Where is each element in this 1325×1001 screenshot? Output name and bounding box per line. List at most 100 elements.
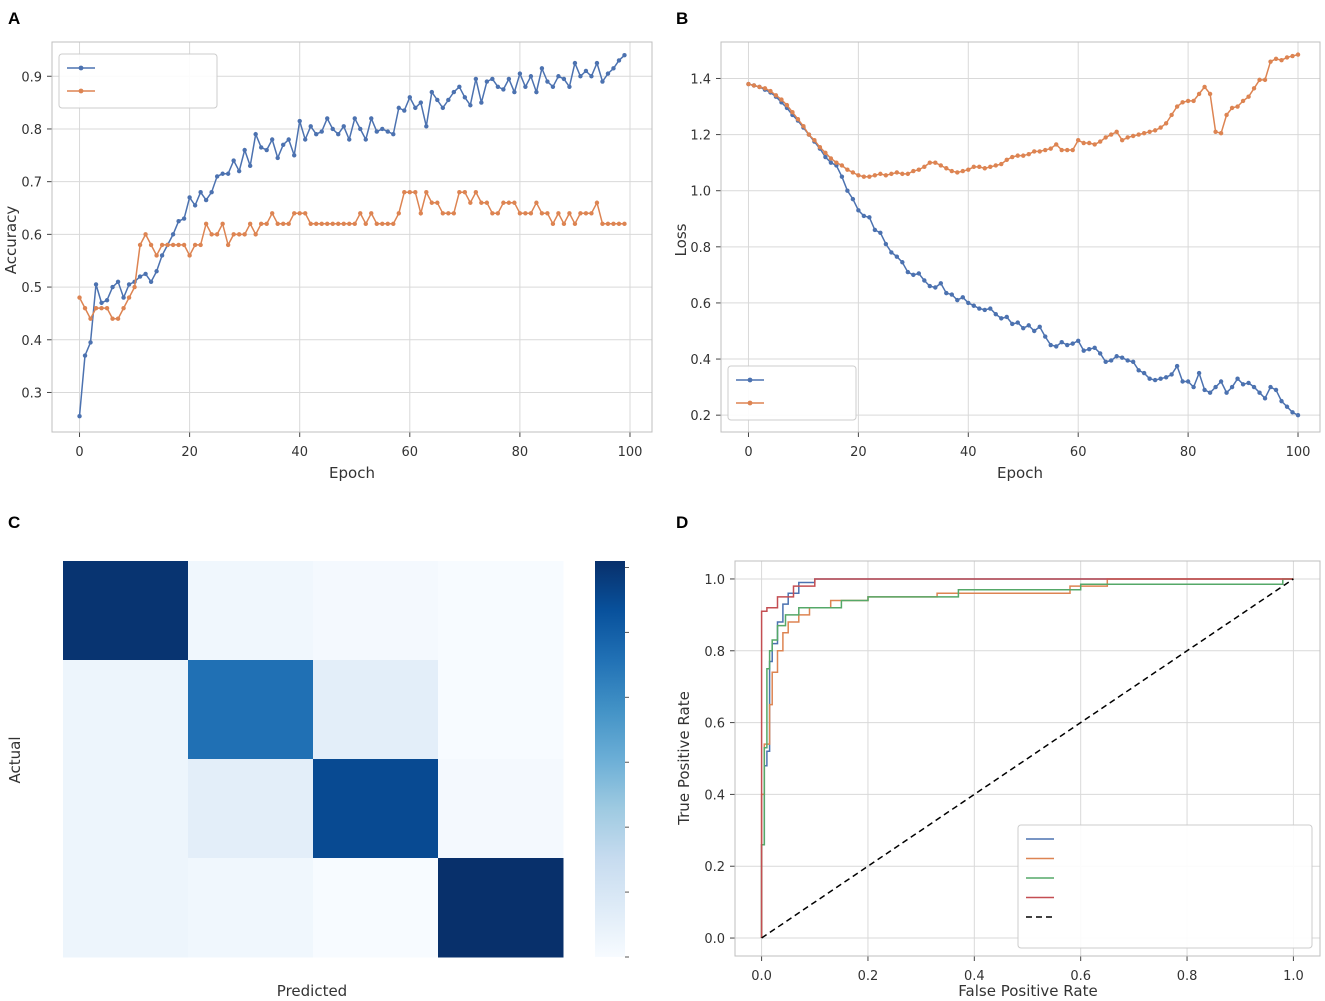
data-point-train-loss (1054, 344, 1059, 349)
data-point-train-accuracy (589, 74, 594, 79)
data-point-validation-accuracy (303, 211, 308, 216)
data-point-validation-loss (878, 171, 883, 177)
data-point-train-accuracy (473, 76, 479, 82)
data-point-validation-accuracy (280, 221, 286, 227)
legend-box (58, 53, 218, 109)
y-tick-label: 0.4 (704, 788, 725, 803)
data-point-train-accuracy (187, 195, 192, 200)
data-point-train-loss (1114, 354, 1119, 359)
data-point-validation-accuracy (556, 211, 561, 216)
data-point-train-loss (1136, 368, 1141, 373)
y-tick-label: 1.4 (690, 72, 711, 87)
data-point-validation-accuracy (214, 232, 220, 237)
data-point-train-loss (1021, 325, 1026, 331)
data-point-train-loss (1108, 358, 1114, 363)
data-point-train-accuracy (545, 79, 550, 84)
heatmap-cell (188, 660, 314, 760)
data-point-validation-loss (1070, 147, 1075, 153)
data-point-train-accuracy (126, 282, 132, 287)
x-tick-label: 0.6 (1070, 969, 1091, 984)
data-point-validation-loss (1032, 149, 1037, 154)
data-point-train-accuracy (280, 142, 286, 147)
data-point-validation-accuracy (446, 211, 451, 216)
data-point-train-loss (889, 250, 894, 255)
panel-letter-a: A (8, 9, 20, 28)
heatmap-cell (63, 561, 189, 661)
data-point-validation-accuracy (126, 295, 132, 300)
data-point-train-accuracy (539, 66, 545, 71)
data-point-train-loss (944, 290, 949, 296)
heatmap-cell (313, 561, 439, 661)
data-point-validation-loss (1257, 77, 1262, 83)
legend-box (727, 365, 857, 421)
data-point-validation-accuracy (440, 211, 446, 216)
y-tick-label: 0.4 (21, 334, 42, 349)
data-point-train-accuracy (225, 171, 231, 176)
data-point-validation-loss (1273, 56, 1279, 62)
data-point-validation-accuracy (170, 242, 176, 248)
data-point-train-accuracy (594, 60, 600, 66)
legend-marker (747, 377, 753, 383)
data-point-validation-accuracy (435, 200, 440, 205)
data-point-train-loss (1048, 342, 1053, 348)
x-tick-label: 0.4 (964, 969, 985, 984)
data-point-train-loss (900, 260, 905, 265)
data-point-validation-loss (938, 163, 944, 168)
data-point-validation-loss (1295, 52, 1301, 57)
y-tick-label: 0.8 (21, 123, 42, 138)
data-point-validation-accuracy (225, 242, 231, 248)
data-point-validation-accuracy (104, 305, 110, 311)
data-point-validation-loss (1163, 121, 1169, 126)
data-point-validation-loss (1235, 104, 1240, 109)
data-point-validation-loss (823, 150, 828, 156)
data-point-train-loss (1059, 340, 1064, 345)
data-point-train-accuracy (347, 137, 352, 142)
x-tick-label: 40 (960, 445, 977, 460)
data-point-train-loss (1163, 375, 1169, 380)
data-point-validation-accuracy (451, 211, 457, 216)
data-point-validation-accuracy (429, 200, 435, 205)
data-point-validation-loss (900, 171, 905, 177)
data-point-validation-loss (1059, 147, 1064, 153)
data-point-train-loss (839, 174, 845, 179)
data-point-validation-loss (911, 168, 916, 174)
heatmap-cell (313, 759, 439, 859)
data-point-train-accuracy (578, 74, 583, 79)
data-point-validation-loss (1251, 86, 1257, 91)
data-point-validation-accuracy (93, 305, 99, 311)
data-point-validation-loss (982, 166, 987, 171)
y-tick-label: 0.6 (21, 228, 42, 243)
data-point-train-loss (1032, 328, 1037, 334)
y-tick-label: 0.5 (21, 281, 42, 296)
data-point-train-accuracy (297, 118, 302, 124)
data-point-validation-accuracy (424, 190, 429, 195)
data-point-train-loss (1262, 396, 1268, 401)
data-point-validation-loss (1108, 132, 1114, 137)
data-point-validation-loss (801, 123, 806, 129)
data-point-train-accuracy (148, 279, 154, 284)
heatmap-cell (188, 759, 314, 859)
data-point-train-loss (1125, 358, 1130, 363)
data-point-validation-loss (1147, 129, 1152, 134)
data-point-train-loss (1158, 376, 1163, 381)
data-point-train-loss (1070, 341, 1075, 346)
data-point-train-accuracy (110, 284, 115, 290)
data-point-train-loss (850, 196, 856, 202)
data-point-validation-accuracy (512, 200, 517, 205)
plot-frame (734, 560, 1321, 957)
data-point-train-accuracy (402, 108, 407, 113)
legend (727, 365, 857, 421)
data-point-validation-loss (872, 173, 878, 178)
data-point-train-loss (966, 300, 971, 306)
heatmap-cell (438, 660, 564, 760)
data-point-train-accuracy (429, 89, 435, 95)
data-point-validation-loss (751, 83, 757, 88)
data-point-train-loss (1097, 351, 1103, 356)
data-point-train-accuracy (380, 126, 385, 132)
data-point-validation-accuracy (176, 242, 181, 248)
data-point-train-loss (1191, 384, 1196, 390)
data-point-train-loss (1295, 412, 1301, 418)
data-point-train-loss (1037, 324, 1042, 329)
data-point-validation-accuracy (391, 221, 396, 227)
y-tick-label: 0.0 (704, 932, 725, 947)
